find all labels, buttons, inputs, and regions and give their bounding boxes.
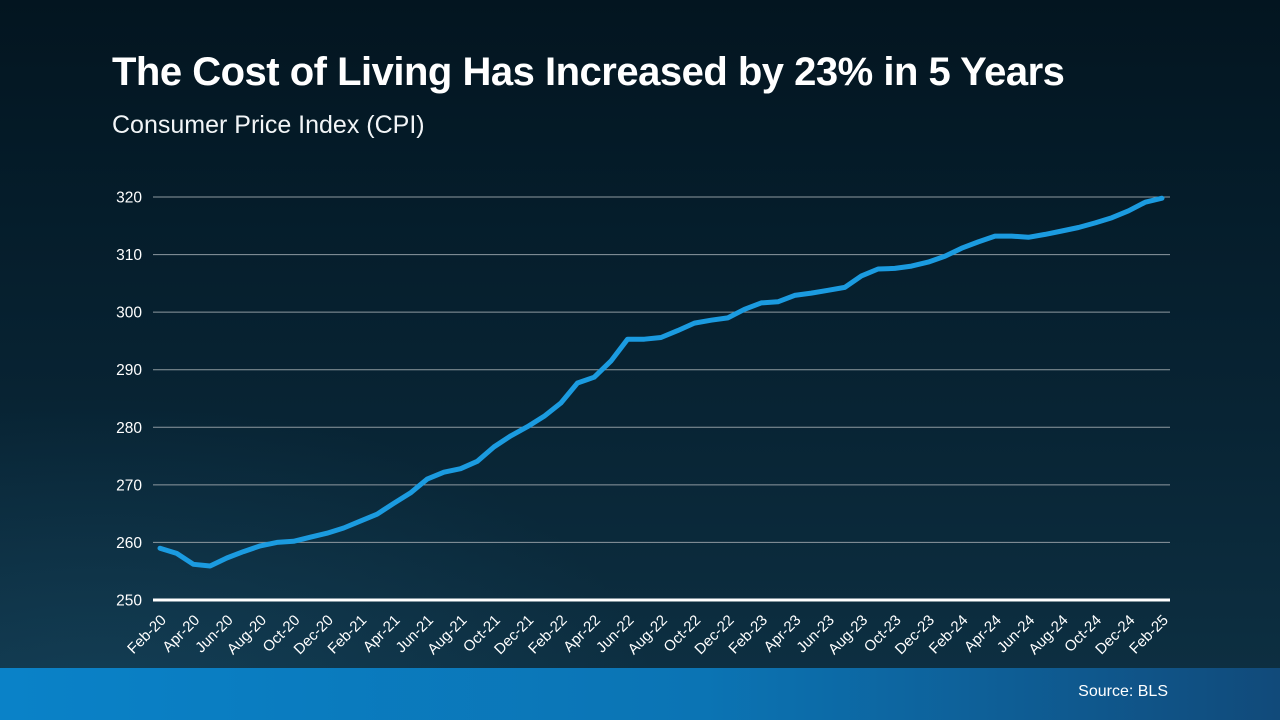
page-subtitle: Consumer Price Index (CPI) — [112, 111, 425, 139]
y-tick-label: 280 — [116, 420, 142, 437]
page-title: The Cost of Living Has Increased by 23% … — [112, 50, 1065, 94]
x-tick-label: Feb-20 — [124, 612, 170, 658]
y-tick-label: 320 — [116, 190, 142, 207]
cpi-line — [157, 195, 1165, 569]
y-tick-label: 290 — [116, 362, 142, 379]
y-tick-label: 310 — [116, 247, 142, 264]
y-tick-label: 250 — [116, 593, 142, 610]
footer-bar: Source: BLS — [0, 668, 1280, 720]
source-label: Source: BLS — [1078, 683, 1168, 700]
y-tick-label: 270 — [116, 477, 142, 494]
y-tick-label: 300 — [116, 305, 142, 322]
y-tick-label: 260 — [116, 535, 142, 552]
